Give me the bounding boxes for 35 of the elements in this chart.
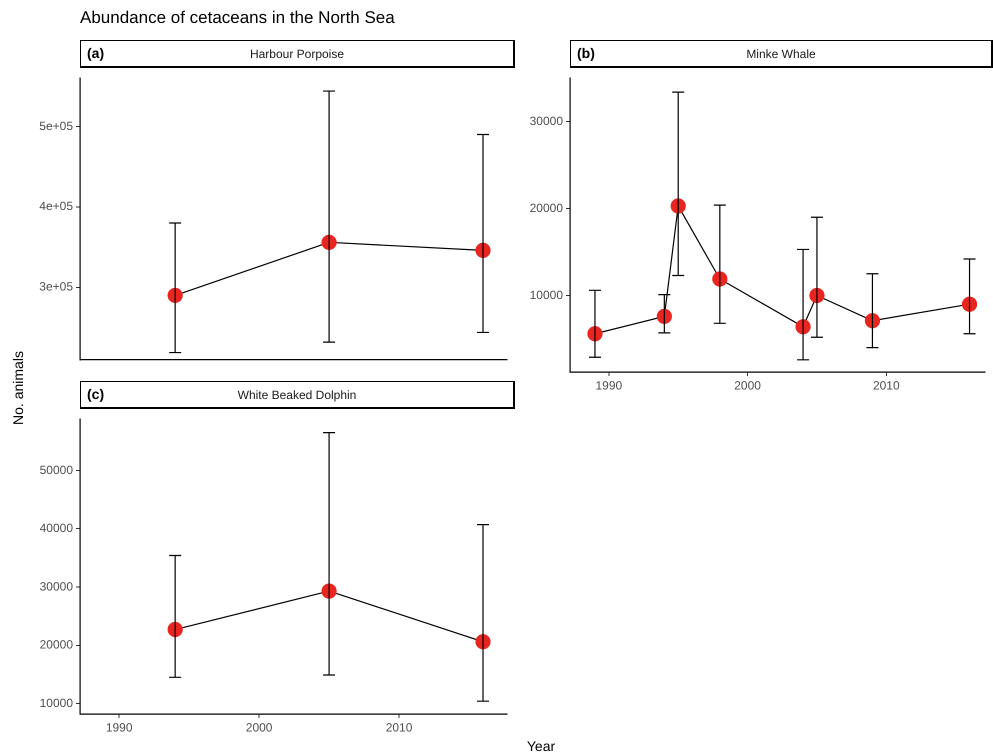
y-tick-label: 10000 [40,696,74,710]
text: Abundance of cetaceans in the North Sea [80,8,395,28]
y-tick-label: 3e+05 [39,280,74,294]
point [962,296,978,312]
y-axis-title: No. animals [10,351,26,425]
y-tick-label: 20000 [40,638,74,652]
point [795,319,811,334]
text: (b) [577,45,595,61]
y-tick-label: 4e+05 [39,199,74,214]
point [475,634,491,650]
point [809,288,825,304]
text: (a) [87,45,104,61]
y-tick-label: 40000 [40,521,74,536]
x-tick-label: 2010 [386,720,413,735]
x-tick-label: 1990 [106,720,133,735]
chart-title: Harbour Porpoise [250,47,344,61]
point [321,583,337,599]
point [587,326,603,342]
x-tick-label: 2000 [734,378,762,393]
x-tick-label: 2000 [246,720,273,735]
y-tick-label: 10000 [530,288,564,302]
y-tick-label: 50000 [40,462,74,477]
y-tick-label: 30000 [40,579,74,594]
chart-title: White Beaked Dolphin [238,388,356,402]
x-tick-label: 2010 [872,378,900,393]
chart-title: Minke Whale [746,47,816,61]
x-tick-label: 1990 [595,378,623,393]
y-tick-label: 20000 [530,200,564,215]
y-tick-label: 30000 [530,114,564,128]
point [475,242,491,258]
text: (c) [87,386,104,402]
point [321,234,337,250]
y-tick-label: 5e+05 [39,118,74,133]
x-axis-title: Year [526,738,556,754]
point [864,313,880,328]
